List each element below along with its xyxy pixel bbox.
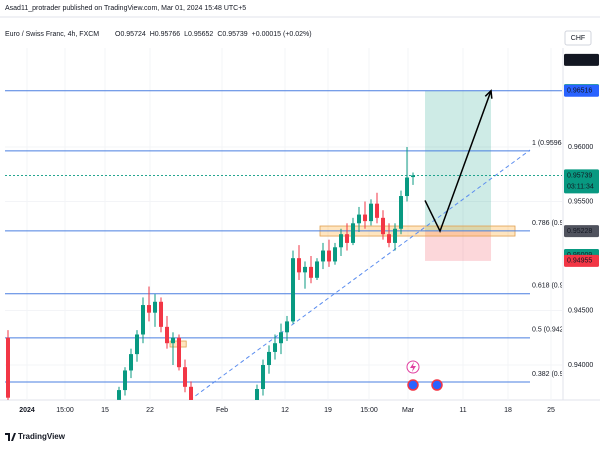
x-tick-label: 18: [504, 407, 512, 414]
symbol: Euro / Swiss Franc, 4h, FXCM: [5, 31, 99, 38]
price-tag-label: 0.94955: [567, 258, 592, 265]
candle-body: [291, 258, 296, 322]
x-tick-label: 2024: [19, 407, 35, 414]
forecast-arrow: [424, 90, 492, 234]
candle-body: [327, 250, 332, 262]
countdown: 03:11:34: [567, 183, 594, 190]
y-tick-label: 0.94000: [568, 362, 593, 369]
candle-body: [351, 223, 356, 243]
price-tag-label: 0.95739: [567, 172, 592, 179]
candle-body: [393, 228, 398, 243]
candle-body: [345, 234, 350, 243]
price-tag-label: 0.96516: [567, 88, 592, 95]
price-tag: [564, 169, 599, 194]
candle-body: [123, 370, 128, 391]
candle-body: [177, 337, 182, 368]
candle-body: [255, 388, 260, 400]
candle-body: [183, 367, 188, 387]
price-tag: [564, 84, 599, 97]
currency-box[interactable]: [564, 30, 592, 46]
brand: TradingView: [18, 432, 66, 441]
footer-logo: TradingView: [5, 432, 66, 441]
candle-body: [309, 266, 314, 278]
symbol-line: Euro / Swiss Franc, 4h, FXCM: [5, 31, 99, 38]
candle-body: [279, 332, 284, 344]
candle-body: [285, 321, 290, 333]
y-tick-label: 0.95500: [568, 198, 593, 205]
x-tick-label: 15:00: [360, 407, 378, 414]
ohlc-value: +0.00015 (+0.02%): [252, 31, 312, 38]
x-tick-label: 25: [547, 407, 555, 414]
event-icons[interactable]: [406, 360, 443, 391]
candle-body: [357, 214, 362, 224]
y-tick-label: 0.96000: [568, 144, 593, 151]
candle-body: [321, 250, 326, 262]
ohlc-value: C0.95739: [217, 31, 247, 38]
candle-body: [189, 386, 194, 400]
price-tag-label: 0.96799: [567, 57, 592, 64]
candle-body: [333, 247, 338, 262]
candle-body: [159, 301, 164, 327]
x-tick-label: 12: [281, 407, 289, 414]
candle-body: [261, 365, 266, 389]
lightning: [410, 362, 416, 372]
candle-body: [171, 337, 176, 344]
candle-body: [303, 266, 308, 273]
event-icon[interactable]: [431, 379, 443, 391]
x-tick-label: 15:00: [56, 407, 74, 414]
candle-body: [375, 203, 380, 218]
fib-label: 0.382 (0.938: [532, 371, 571, 378]
trendline: [189, 149, 531, 400]
arrow-head: [484, 89, 493, 99]
candle-body: [297, 258, 302, 273]
x-tick-label: 19: [324, 407, 332, 414]
candle-body: [381, 217, 386, 235]
candle-body: [165, 326, 170, 344]
x-tick-label: 15: [101, 407, 109, 414]
price-tag: [564, 53, 599, 66]
fib-label: 0.5 (0.94249: [532, 327, 571, 334]
candle-body: [315, 261, 320, 278]
price-tag: [564, 225, 599, 238]
fib-label: 0.786 (0.952: [532, 220, 571, 227]
currency[interactable]: CHF: [571, 35, 585, 42]
candle-body: [147, 305, 152, 313]
candle-body: [387, 234, 392, 243]
target-zone: [425, 90, 492, 232]
candle-body: [339, 234, 344, 248]
x-tick-label: 11: [459, 407, 466, 414]
fib-label: 0.618 (0.946: [532, 283, 571, 290]
plot-area: 1 (0.95964) 0.786 (0.952 0.618 (0.946 0.5 (…: [5, 48, 571, 400]
candle-body: [399, 196, 404, 229]
candle-body: [141, 305, 146, 335]
candle-body: [363, 214, 368, 222]
fib-label: 1 (0.95964): [532, 140, 568, 147]
event-icon[interactable]: [407, 379, 419, 391]
y-tick-label: 0.94500: [568, 307, 593, 314]
publisher: Asad11_protrader published on TradingVie…: [5, 5, 246, 12]
candle-body: [369, 203, 374, 222]
candle-body: [411, 175, 416, 178]
candle-body: [117, 390, 122, 400]
candle-body: [153, 301, 158, 313]
ohlc-value: O0.95724: [115, 31, 146, 38]
candle-body: [273, 343, 278, 352]
logo: [5, 433, 16, 441]
candle-body: [267, 351, 272, 366]
x-tick-label: 22: [146, 407, 154, 414]
price-tag-label: 0.95228: [567, 228, 592, 235]
x-tick-label: Feb: [216, 407, 228, 414]
candle-body: [6, 337, 11, 398]
ohlc-value: H0.95766: [150, 31, 180, 38]
ohlc-value: L0.95652: [184, 31, 213, 38]
price-tag: [564, 254, 599, 267]
x-tick-label: Mar: [402, 407, 415, 414]
candle-body: [405, 177, 410, 197]
candle-body: [129, 354, 134, 371]
candle-body: [135, 334, 140, 355]
